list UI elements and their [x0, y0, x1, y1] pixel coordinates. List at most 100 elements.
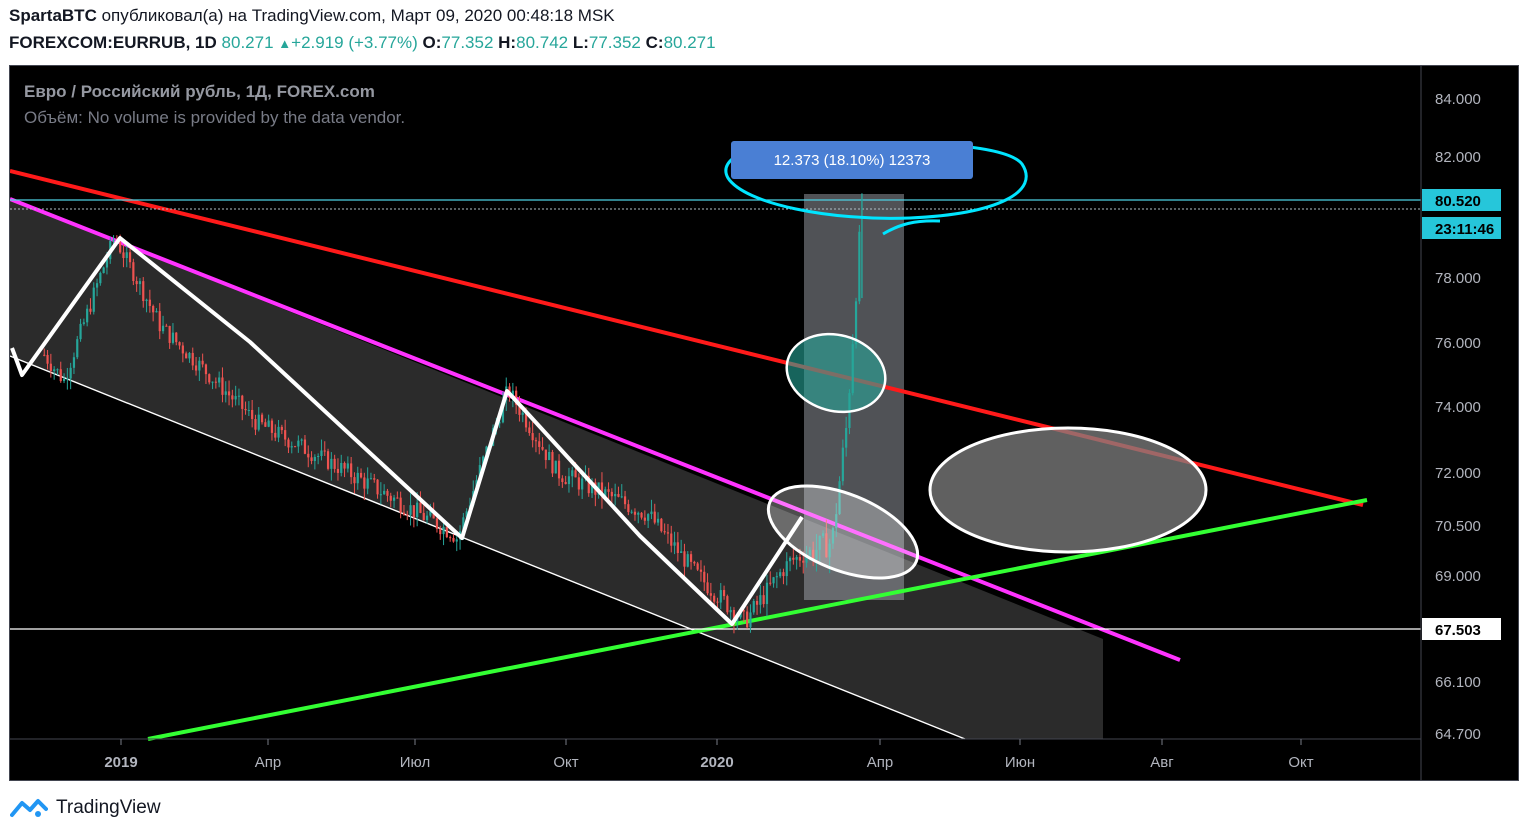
candle-body: [650, 511, 653, 515]
channel-lower-line[interactable]: [10, 355, 966, 740]
zigzag-path[interactable]: [10, 236, 804, 626]
candle-body: [175, 332, 178, 343]
candle-body: [79, 323, 82, 340]
candle-body: [653, 511, 656, 523]
candle-body: [257, 414, 260, 430]
candle-body: [148, 299, 151, 306]
price-axis[interactable]: 84.000 82.000 80.520 78.000 76.000 74.000 72.0…: [1422, 91, 1501, 743]
candle-body: [224, 391, 227, 395]
candle-body: [673, 542, 676, 546]
candle-body: [782, 572, 785, 577]
candle-body: [254, 419, 257, 430]
candle-body: [590, 482, 594, 494]
candle-body: [69, 367, 72, 379]
candle-body: [227, 391, 231, 396]
retest-ellipse[interactable]: [756, 467, 931, 597]
candle-body: [416, 502, 419, 518]
candle-body: [198, 360, 201, 371]
candle-body: [241, 395, 244, 409]
candle-body: [574, 470, 577, 478]
x-tick-label: Июл: [400, 754, 430, 771]
candle-body: [541, 446, 544, 450]
y-tick-label: 82.000: [1435, 149, 1481, 166]
drawing-shapes: [10, 169, 1421, 741]
symbol-line: FOREXCOM:EURRUB, 1D 80.271 ▲+2.919 (+3.7…: [9, 33, 716, 53]
candle-body: [105, 259, 109, 268]
candle-body: [379, 494, 382, 496]
footer-brand[interactable]: TradingView: [56, 797, 161, 818]
candle-body: [587, 475, 590, 494]
open-value: 77.352: [441, 33, 494, 52]
candle-body: [125, 252, 128, 259]
candle-body: [221, 377, 224, 395]
candle-body: [610, 491, 613, 497]
candle-body: [785, 561, 788, 577]
breakout-ellipse[interactable]: [778, 323, 894, 422]
candle-body: [528, 427, 531, 434]
candle-body: [274, 432, 277, 438]
tradingview-logo-icon[interactable]: [10, 797, 48, 819]
candle-body: [99, 273, 102, 284]
candle-body: [270, 420, 274, 433]
candle-body: [722, 590, 726, 597]
candle-body: [554, 460, 557, 474]
candle-body: [581, 478, 584, 490]
candle-body: [336, 468, 340, 473]
open-label: O:: [422, 33, 442, 52]
candle-body: [600, 482, 604, 497]
support-line[interactable]: [147, 498, 1368, 741]
candle-body: [795, 557, 798, 560]
candle-body: [676, 542, 679, 553]
x-tick-label: 2020: [700, 754, 733, 771]
candle-body: [165, 325, 168, 327]
footer: TradingView: [10, 795, 161, 821]
candle-body: [524, 412, 528, 428]
candle-body: [89, 308, 92, 312]
candle-body: [62, 378, 66, 382]
price-chart[interactable]: 12.373 (18.10%) 12373 Евро / Российский …: [10, 66, 1518, 780]
price-change: +2.919 (+3.77%): [291, 33, 418, 52]
candle-body: [158, 311, 161, 332]
target-ellipse[interactable]: [928, 426, 1208, 554]
candle-body: [402, 512, 406, 515]
symbol-name[interactable]: FOREXCOM:EURRUB, 1D: [9, 33, 217, 52]
candle-body: [323, 450, 326, 452]
candle-body: [267, 420, 270, 427]
time-axis[interactable]: 2019 Апр Июл Окт 2020 Апр Июн Авг Окт: [104, 739, 1314, 771]
candle-body: [726, 596, 729, 613]
candle-body: [112, 239, 115, 241]
candle-body: [696, 563, 699, 570]
high-label: H:: [498, 33, 517, 52]
candle-body: [280, 426, 283, 431]
candle-body: [821, 533, 825, 536]
candle-body: [168, 325, 171, 343]
candle-body: [854, 301, 858, 345]
candle-body: [208, 374, 211, 383]
close-value: 80.271: [663, 33, 716, 52]
candle-body: [320, 450, 323, 457]
candle-body: [435, 518, 439, 529]
candle-body: [439, 528, 442, 535]
candle-body: [409, 505, 412, 515]
candle-body: [719, 590, 722, 603]
candle-body: [145, 299, 148, 302]
candle-body: [366, 478, 369, 489]
candle-body: [214, 381, 217, 383]
chart-panel[interactable]: 12.373 (18.10%) 12373 Евро / Российский …: [9, 65, 1519, 781]
y-tick-label: 67.503: [1435, 622, 1481, 639]
x-tick-label: Окт: [553, 754, 578, 771]
channel-upper-line[interactable]: [10, 197, 1181, 662]
candle-body: [482, 456, 485, 466]
y-tick-label: 72.000: [1435, 465, 1481, 482]
candle-body: [808, 549, 811, 556]
candle-body: [82, 322, 85, 324]
candle-body: [841, 447, 844, 482]
candle-body: [392, 497, 396, 501]
candle-body: [376, 479, 379, 495]
candle-body: [307, 453, 310, 458]
author-name[interactable]: SpartaBTC: [9, 6, 97, 25]
candle-body: [531, 433, 534, 441]
candle-body: [561, 478, 564, 483]
candle-body: [53, 369, 56, 371]
candle-body: [244, 408, 247, 411]
